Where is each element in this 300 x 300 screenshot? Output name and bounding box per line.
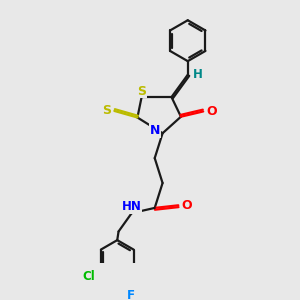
Text: Cl: Cl bbox=[82, 270, 95, 283]
Text: HN: HN bbox=[122, 200, 142, 213]
Text: S: S bbox=[102, 104, 111, 117]
Text: F: F bbox=[127, 290, 135, 300]
Text: S: S bbox=[137, 85, 146, 98]
Text: N: N bbox=[150, 124, 160, 137]
Text: O: O bbox=[182, 199, 192, 212]
Text: O: O bbox=[206, 105, 217, 118]
Text: H: H bbox=[193, 68, 202, 81]
